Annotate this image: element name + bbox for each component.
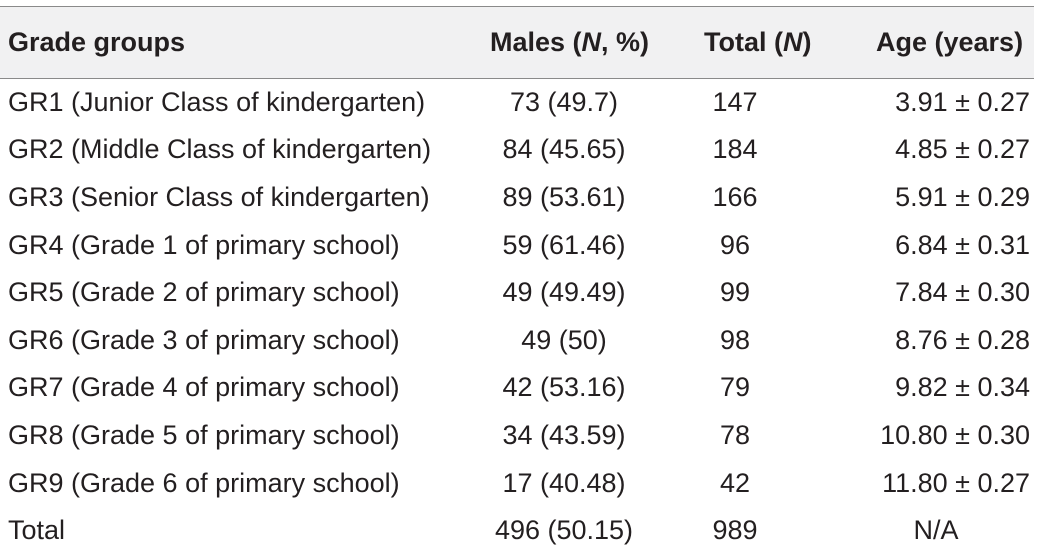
table-row: GR5 (Grade 2 of primary school) 49 (49.4… bbox=[0, 269, 1034, 317]
cell-age: 7.84 ± 0.30 bbox=[895, 277, 1030, 308]
header-grade-groups: Grade groups bbox=[0, 6, 470, 79]
cell-total: 79 bbox=[719, 372, 751, 403]
cell-grade: GR6 (Grade 3 of primary school) bbox=[8, 324, 400, 355]
cell-grade: Total bbox=[8, 515, 66, 546]
cell-age: 10.80 ± 0.30 bbox=[880, 419, 1030, 450]
cell-males: 89 (53.61) bbox=[502, 181, 626, 212]
cell-grade: GR3 (Senior Class of kindergarten) bbox=[8, 181, 430, 212]
cell-age: 11.80 ± 0.27 bbox=[882, 467, 1030, 498]
table-body: GR1 (Junior Class of kindergarten) 73 (4… bbox=[0, 79, 1034, 555]
cell-age: 5.91 ± 0.29 bbox=[895, 181, 1030, 212]
cell-total: 98 bbox=[719, 324, 751, 355]
cell-grade: GR4 (Grade 1 of primary school) bbox=[8, 229, 400, 260]
cell-total: 96 bbox=[719, 229, 751, 260]
cell-grade: GR9 (Grade 6 of primary school) bbox=[8, 467, 400, 498]
table-row: GR9 (Grade 6 of primary school) 17 (40.4… bbox=[0, 459, 1034, 507]
table-row: GR4 (Grade 1 of primary school) 59 (61.4… bbox=[0, 221, 1034, 269]
table-header: Grade groups Males (N, %) Total (N) Age … bbox=[0, 6, 1034, 79]
table-row: GR3 (Senior Class of kindergarten) 89 (5… bbox=[0, 174, 1034, 222]
cell-total: 78 bbox=[719, 419, 751, 450]
header-total-n: N bbox=[782, 27, 803, 57]
cell-males: 34 (43.59) bbox=[502, 419, 626, 450]
table-row: GR2 (Middle Class of kindergarten) 84 (4… bbox=[0, 126, 1034, 174]
cell-age: 6.84 ± 0.31 bbox=[895, 229, 1030, 260]
header-age: Age (years) bbox=[850, 6, 1034, 79]
cell-grade: GR2 (Middle Class of kindergarten) bbox=[8, 134, 432, 165]
table-row: GR7 (Grade 4 of primary school) 42 (53.1… bbox=[0, 364, 1034, 412]
cell-grade: GR8 (Grade 5 of primary school) bbox=[8, 419, 400, 450]
table-row: GR6 (Grade 3 of primary school) 49 (50) … bbox=[0, 316, 1034, 364]
header-males-prefix: Males ( bbox=[490, 27, 582, 57]
cell-age: 9.82 ± 0.34 bbox=[895, 372, 1030, 403]
table-row-total: Total 496 (50.15) 989 N/A bbox=[0, 507, 1034, 555]
table-row: GR8 (Grade 5 of primary school) 34 (43.5… bbox=[0, 412, 1034, 460]
cell-males: 17 (40.48) bbox=[502, 467, 626, 498]
header-males-suffix: , %) bbox=[601, 27, 650, 57]
cell-males: 59 (61.46) bbox=[502, 229, 626, 260]
cell-males: 84 (45.65) bbox=[502, 134, 626, 165]
cell-total: 184 bbox=[712, 134, 758, 165]
table-row: GR1 (Junior Class of kindergarten) 73 (4… bbox=[0, 79, 1034, 127]
cell-total: 147 bbox=[712, 87, 758, 118]
cell-total: 166 bbox=[712, 181, 758, 212]
cell-grade: GR5 (Grade 2 of primary school) bbox=[8, 277, 400, 308]
cell-males: 42 (53.16) bbox=[502, 372, 626, 403]
cell-males: 496 (50.15) bbox=[494, 515, 634, 546]
header-total-suffix: ) bbox=[802, 27, 812, 57]
cell-males: 73 (49.7) bbox=[509, 87, 619, 118]
header-males-n: N bbox=[581, 27, 602, 57]
cell-males: 49 (49.49) bbox=[502, 277, 626, 308]
cell-age: 4.85 ± 0.27 bbox=[895, 134, 1030, 165]
cell-age: 8.76 ± 0.28 bbox=[895, 324, 1030, 355]
cell-total: 989 bbox=[712, 515, 758, 546]
cell-total: 42 bbox=[719, 467, 751, 498]
cell-grade: GR7 (Grade 4 of primary school) bbox=[8, 372, 400, 403]
header-males: Males (N, %) bbox=[470, 6, 680, 79]
grade-groups-table: Grade groups Males (N, %) Total (N) Age … bbox=[0, 6, 1034, 554]
cell-age: 3.91 ± 0.27 bbox=[895, 87, 1030, 118]
cell-total: 99 bbox=[719, 277, 751, 308]
cell-age: N/A bbox=[913, 515, 959, 546]
header-total-prefix: Total ( bbox=[704, 27, 783, 57]
cell-grade: GR1 (Junior Class of kindergarten) bbox=[8, 87, 426, 118]
header-total: Total (N) bbox=[680, 6, 850, 79]
header-row: Grade groups Males (N, %) Total (N) Age … bbox=[0, 6, 1034, 79]
cell-males: 49 (50) bbox=[521, 324, 607, 355]
